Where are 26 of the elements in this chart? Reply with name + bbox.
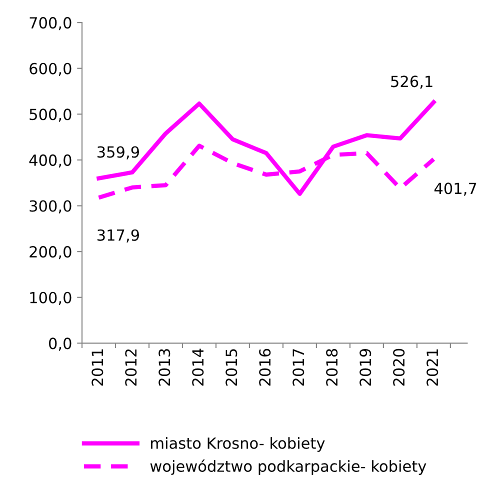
x-tick-label: 2014 (192, 348, 204, 386)
x-tick-label: 2011 (92, 349, 104, 386)
x-tick-label: 2021 (426, 349, 438, 386)
x-tick-label: 2016 (259, 348, 271, 386)
x-tick-label: 2013 (158, 349, 170, 386)
x-tick-label: 2017 (292, 349, 304, 386)
legend-label: województwo podkarpackie- kobiety (150, 460, 426, 475)
data-label: 359,9 (97, 146, 139, 160)
x-tick-label: 2018 (326, 348, 338, 386)
data-label: 317,9 (97, 229, 139, 242)
line-series (96, 100, 436, 196)
x-tick-label: 2015 (226, 349, 238, 386)
data-label: 526,1 (391, 76, 432, 89)
x-tick-label: 2020 (393, 348, 405, 386)
y-tick-label: 500,0 (30, 108, 72, 122)
data-label: 401,7 (434, 182, 476, 196)
y-tick-label: 100,0 (30, 292, 72, 305)
x-tick-label: 2012 (125, 349, 137, 386)
y-tick-label: 200,0 (30, 246, 72, 260)
x-tick-label: 2019 (360, 348, 372, 386)
y-tick-label: 400,0 (29, 154, 72, 168)
y-tick-label: 0,0 (48, 338, 72, 351)
legend-label: miasto Krosno- kobiety (151, 437, 325, 452)
y-tick-label: 300,0 (30, 200, 72, 214)
y-tick-label: 600,0 (30, 62, 72, 76)
y-tick-label: 700,0 (30, 17, 72, 30)
